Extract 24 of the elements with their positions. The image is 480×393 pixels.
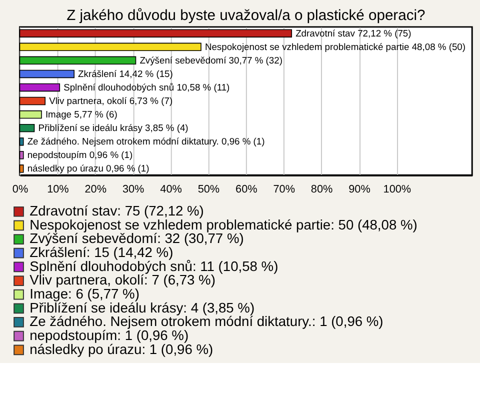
x-tick-label: 20% — [84, 183, 107, 196]
data-label: Zkrášlení 14,42 % (15) — [78, 68, 173, 79]
data-label: nepodstoupím 0,96 % (1) — [27, 150, 133, 160]
data-label: Image 5,77 % (6) — [45, 110, 118, 120]
x-tick-label: 0% — [12, 183, 28, 196]
legend-label: Zdravotní stav: 75 (72,12 %) — [30, 202, 204, 219]
data-label: Zvýšení sebevědomí 30,77 % (32) — [140, 55, 282, 66]
data-label: následky po úrazu 0,96 % (1) — [27, 164, 150, 174]
data-label: Zdravotní stav 72,12 % (75) — [296, 28, 412, 38]
data-label: Přiblížení se ideálu krásy 3,85 % (4) — [38, 123, 188, 134]
x-tick-label: 30% — [122, 183, 145, 196]
x-tick-label: 80% — [310, 183, 334, 196]
data-label: Ze žádného. Nejsem otrokem módní diktatury. 0,96 % (1) — [27, 136, 265, 147]
x-tick-label: 90% — [348, 183, 371, 196]
data-label: Nespokojenost se vzhledem problematické partie 48,08 % (50) — [204, 42, 466, 52]
x-tick-label: 70% — [273, 183, 296, 196]
data-label: Splnění dlouhodobých snů 10,58 % (11) — [64, 82, 230, 92]
x-tick-label: 60% — [236, 183, 258, 196]
chart-title: Z jakého důvodu byste uvažoval/a o plastické operaci? — [66, 8, 426, 24]
data-label: Vliv partnera, okolí 6,73 % (7) — [49, 96, 173, 106]
x-tick-label: 10% — [47, 183, 70, 196]
x-tick-label: 50% — [198, 183, 220, 196]
x-tick-label: 40% — [160, 183, 182, 196]
x-tick-label: 100% — [383, 183, 412, 196]
